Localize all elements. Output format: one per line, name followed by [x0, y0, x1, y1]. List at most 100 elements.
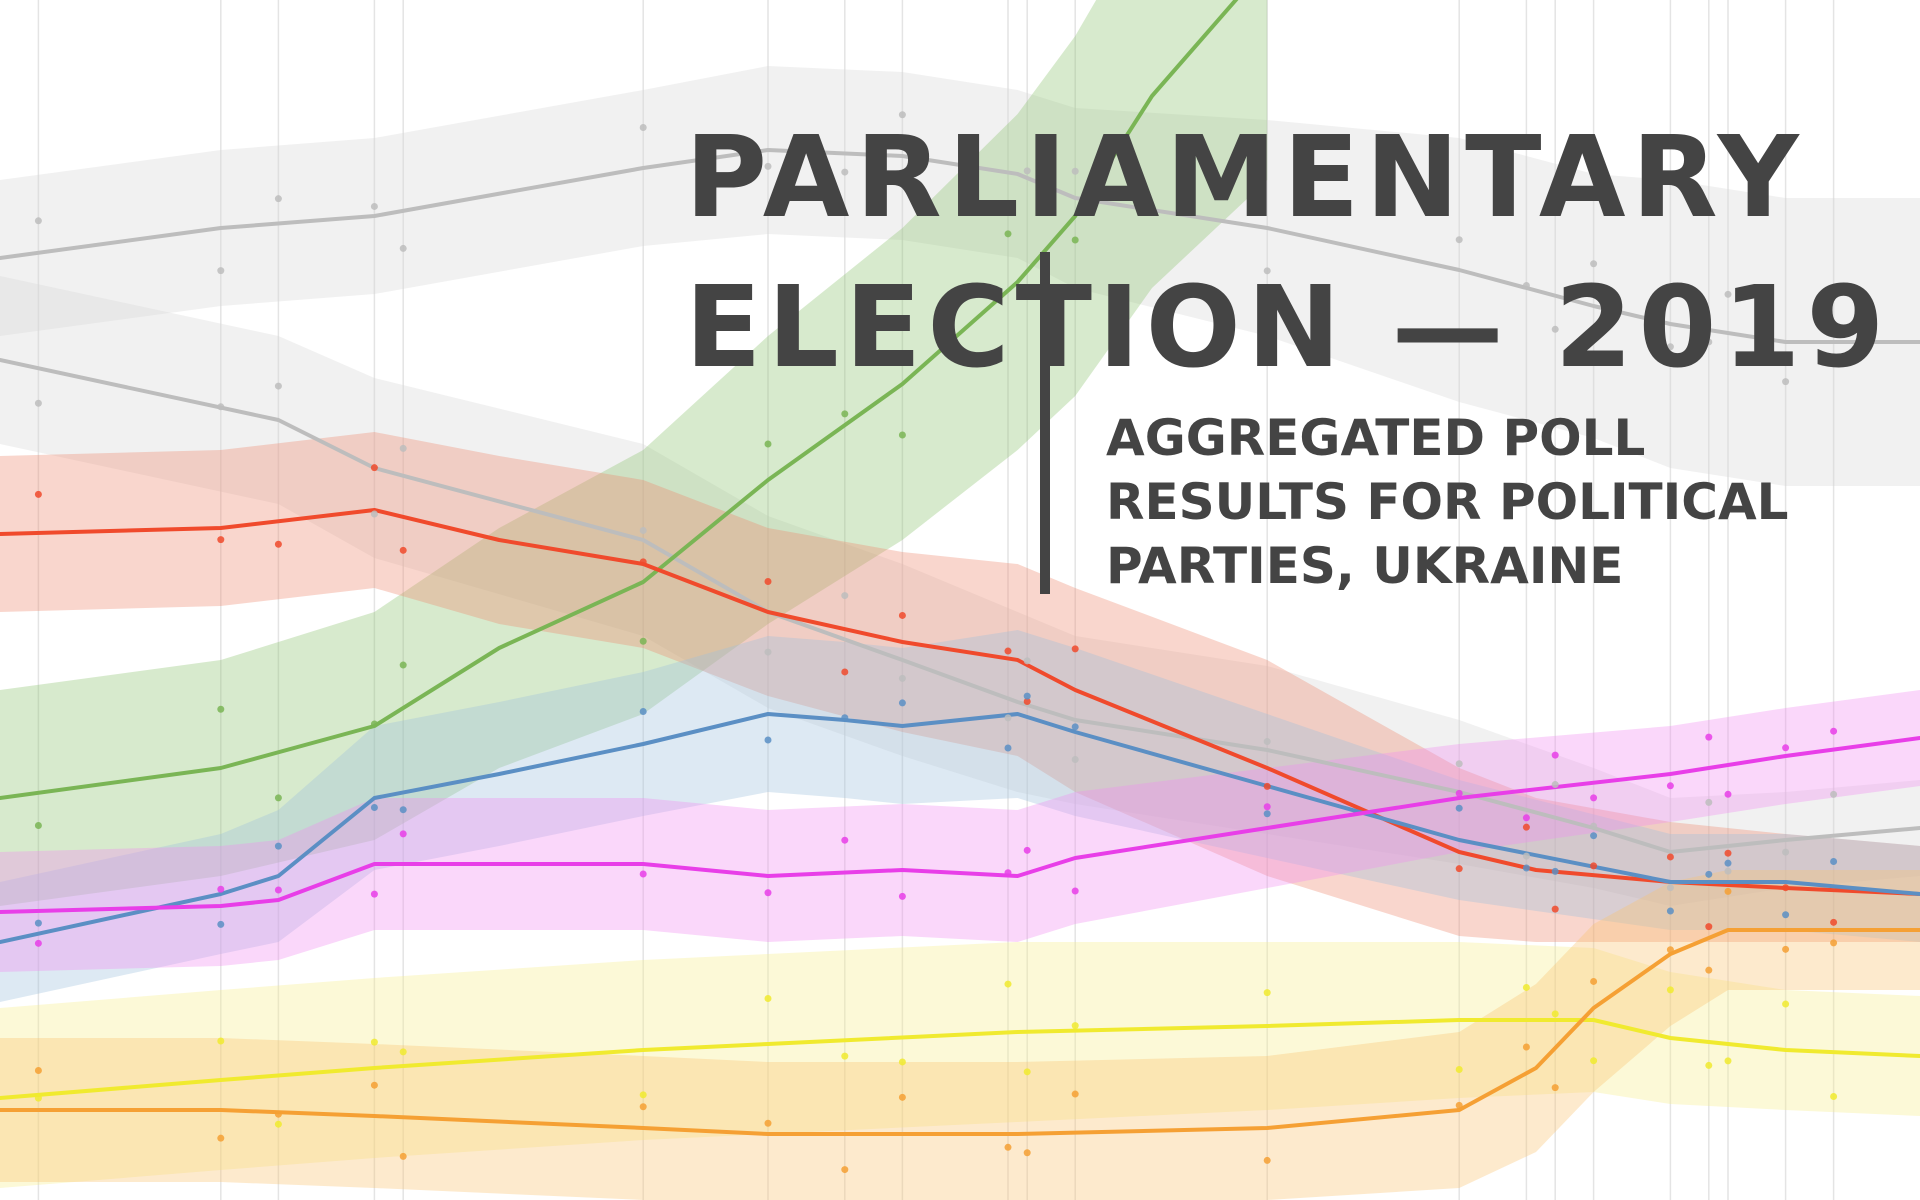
poll-point-series-3	[1004, 230, 1012, 238]
poll-point-series-5	[1522, 864, 1530, 872]
poll-point-series-1	[370, 202, 378, 210]
poll-point-series-6	[1071, 887, 1079, 895]
poll-point-series-6	[1023, 846, 1031, 854]
poll-point-series-1	[1666, 343, 1674, 351]
poll-point-series-2	[1705, 798, 1713, 806]
poll-point-series-3	[274, 794, 282, 802]
poll-point-series-5	[399, 806, 407, 814]
poll-point-series-7	[841, 1052, 849, 1060]
poll-point-series-2	[217, 403, 225, 411]
poll-point-series-7	[1455, 1065, 1463, 1073]
poll-point-series-7	[898, 1058, 906, 1066]
poll-point-series-7	[764, 994, 772, 1002]
poll-point-series-1	[1551, 325, 1559, 333]
poll-point-series-5	[1023, 692, 1031, 700]
trend-line-series-7	[0, 1018, 1920, 1100]
poll-point-series-7	[1590, 1057, 1598, 1065]
poll-point-series-7	[34, 1094, 42, 1102]
poll-point-series-6	[217, 885, 225, 893]
poll-point-series-8	[1004, 1143, 1012, 1151]
poll-point-series-5	[34, 919, 42, 927]
poll-point-series-7	[370, 1038, 378, 1046]
poll-point-series-7	[274, 1120, 282, 1128]
poll-point-series-8	[1455, 1101, 1463, 1109]
poll-point-series-1	[1455, 236, 1463, 244]
poll-point-series-7	[1023, 1068, 1031, 1076]
poll-point-series-6	[370, 890, 378, 898]
poll-point-series-3	[399, 661, 407, 669]
poll-point-series-6	[1666, 782, 1674, 790]
poll-point-series-6	[1590, 794, 1598, 802]
poll-point-series-2	[274, 382, 282, 390]
poll-point-series-6	[1522, 814, 1530, 822]
poll-point-series-2	[1004, 714, 1012, 722]
poll-point-series-5	[1455, 804, 1463, 812]
poll-point-series-2	[1830, 790, 1838, 798]
poll-point-series-2	[34, 399, 42, 407]
poll-point-series-6	[764, 889, 772, 897]
poll-point-series-2	[1023, 657, 1031, 665]
poll-point-series-8	[1023, 1149, 1031, 1157]
poll-point-series-5	[1071, 723, 1079, 731]
confidence-band-series-1	[0, 66, 1920, 486]
poll-point-series-5	[1551, 867, 1559, 875]
poll-point-series-5	[1830, 857, 1838, 865]
poll-point-series-7	[1551, 1010, 1559, 1018]
poll-point-series-8	[1263, 1156, 1271, 1164]
poll-point-series-4	[1705, 923, 1713, 931]
poll-point-series-8	[399, 1152, 407, 1160]
poll-point-series-1	[898, 111, 906, 119]
poll-point-series-5	[764, 736, 772, 744]
confidence-band-series-8	[0, 870, 1920, 1200]
poll-point-series-5	[1666, 907, 1674, 915]
confidence-band-series-7	[0, 942, 1920, 1188]
poll-point-series-4	[1522, 823, 1530, 831]
poll-point-series-5	[1263, 810, 1271, 818]
poll-point-series-8	[1830, 939, 1838, 947]
poll-point-series-8	[1705, 966, 1713, 974]
poll-point-series-4	[1551, 905, 1559, 913]
poll-point-series-1	[841, 168, 849, 176]
poll-point-series-2	[1782, 848, 1790, 856]
poll-point-series-2	[841, 592, 849, 600]
poll-point-series-4	[764, 577, 772, 585]
confidence-band-series-2	[0, 276, 1920, 906]
trend-line-series-3	[0, 0, 1239, 800]
poll-point-series-1	[639, 124, 647, 132]
poll-point-series-4	[1455, 865, 1463, 873]
poll-point-series-2	[1263, 738, 1271, 746]
poll-point-series-4	[1782, 884, 1790, 892]
poll-point-series-1	[1071, 167, 1079, 175]
poll-point-series-4	[639, 558, 647, 566]
poll-point-series-4	[1830, 918, 1838, 926]
poll-point-series-1	[1590, 260, 1598, 268]
poll-point-series-5	[639, 708, 647, 716]
poll-point-series-2	[1522, 852, 1530, 860]
poll-point-series-6	[1551, 751, 1559, 759]
confidence-band-series-6	[0, 690, 1920, 972]
poll-point-series-8	[274, 1110, 282, 1118]
poll-point-series-1	[1023, 167, 1031, 175]
poll-point-series-4	[217, 536, 225, 544]
poll-point-series-6	[1263, 803, 1271, 811]
trend-line-series-1	[0, 148, 1920, 344]
poll-point-series-7	[1830, 1092, 1838, 1100]
poll-point-series-8	[1782, 945, 1790, 953]
poll-point-series-8	[34, 1066, 42, 1074]
poll-point-series-6	[1004, 869, 1012, 877]
poll-point-series-1	[1522, 282, 1530, 290]
poll-point-series-7	[1705, 1061, 1713, 1069]
poll-point-series-4	[399, 546, 407, 554]
poll-point-series-8	[841, 1166, 849, 1174]
poll-point-series-1	[1782, 378, 1790, 386]
poll-point-series-2	[1724, 867, 1732, 875]
poll-point-series-5	[841, 714, 849, 722]
poll-point-series-6	[1782, 744, 1790, 752]
poll-point-series-6	[639, 870, 647, 878]
poll-point-series-2	[370, 510, 378, 518]
confidence-band-series-5	[0, 630, 1920, 1002]
poll-point-series-7	[1263, 989, 1271, 997]
poll-point-series-6	[841, 836, 849, 844]
poll-point-series-3	[217, 705, 225, 713]
poll-point-series-2	[1551, 781, 1559, 789]
